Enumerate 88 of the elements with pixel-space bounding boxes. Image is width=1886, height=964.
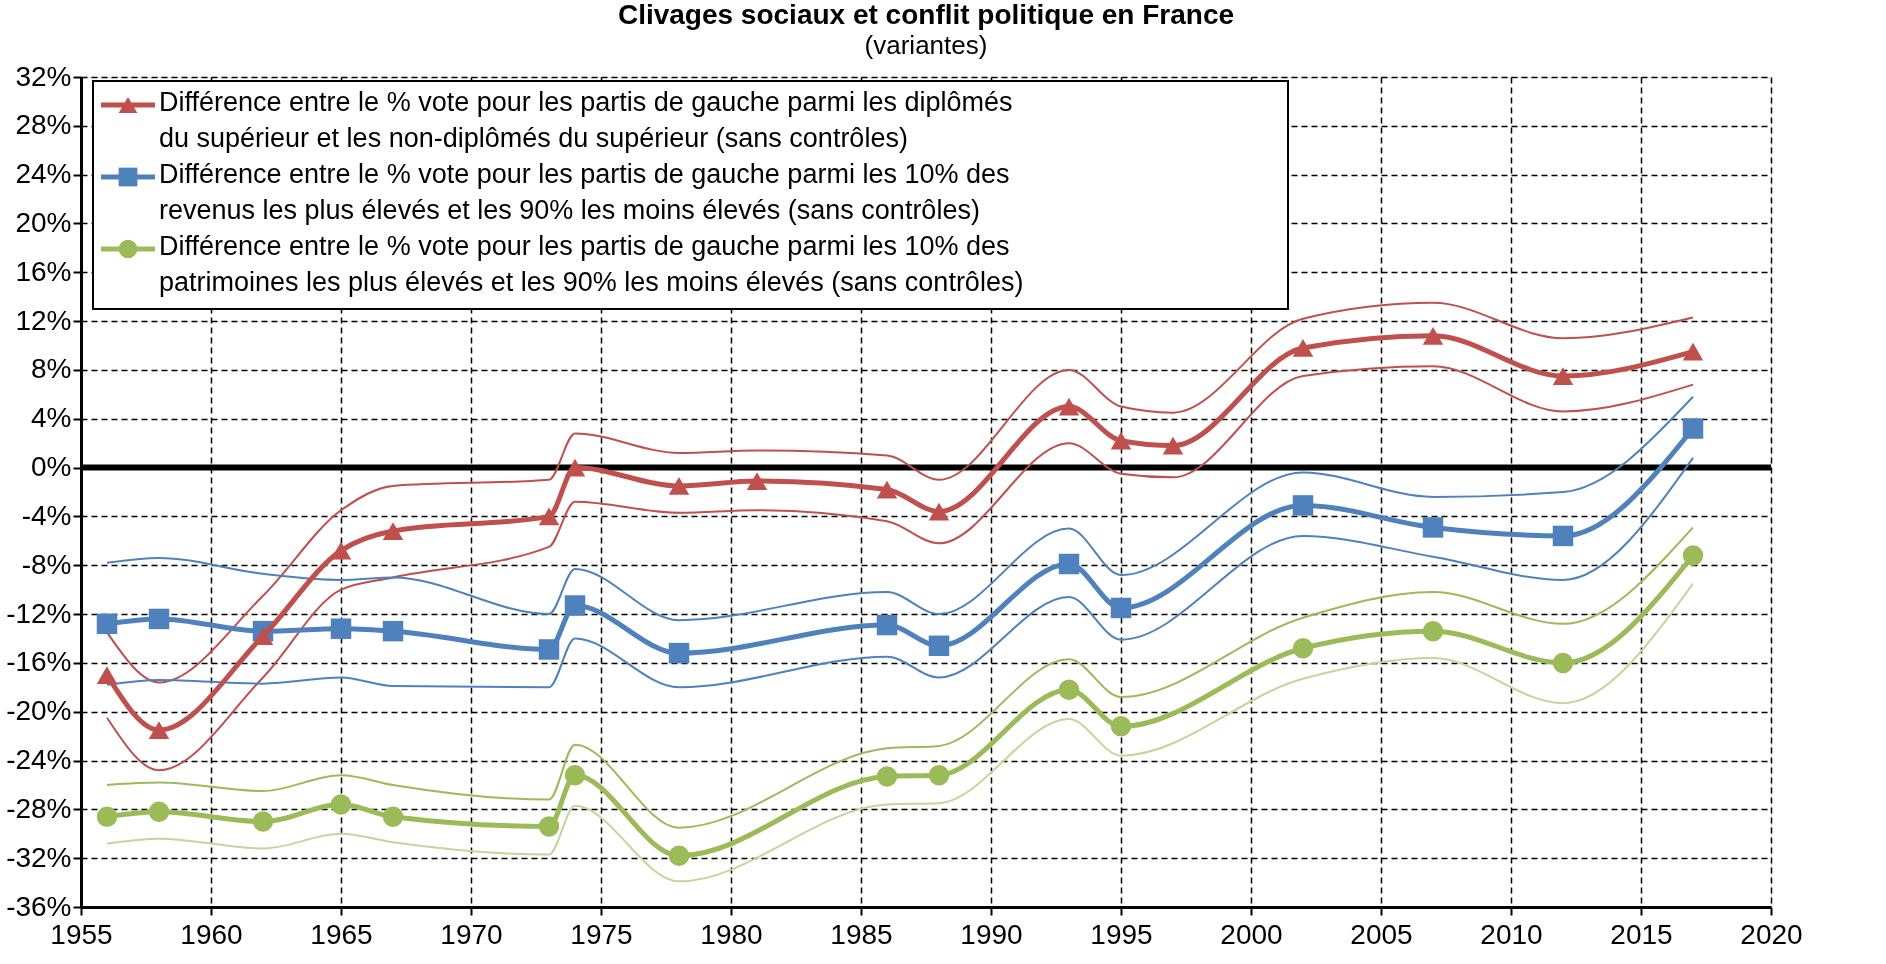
- y-tick-label: 24%: [15, 158, 72, 190]
- point: [538, 816, 560, 837]
- point: [1552, 525, 1574, 547]
- point: [96, 806, 118, 827]
- point: [330, 541, 352, 560]
- y-tick-label: 12%: [15, 304, 72, 336]
- y-tick-label: -32%: [6, 841, 72, 873]
- point: [252, 811, 274, 832]
- x-tick-label: 1970: [440, 918, 503, 950]
- point: [382, 806, 404, 827]
- point: [928, 502, 950, 521]
- point: [1292, 638, 1314, 659]
- point: [538, 639, 560, 660]
- x-tick-label: 1965: [310, 918, 373, 950]
- x-tick-label: 2020: [1740, 918, 1803, 950]
- y-tick-label: -12%: [6, 597, 72, 629]
- chart-title: Clivages sociaux et conflit politique en France: [617, 0, 1235, 30]
- point: [1292, 339, 1314, 357]
- point: [668, 477, 690, 495]
- x-tick-label: 2015: [1610, 918, 1673, 950]
- point: [564, 764, 586, 786]
- line-series: [106, 582, 1694, 883]
- x-tick-label: 2000: [1220, 918, 1283, 950]
- y-tick-label: -28%: [6, 792, 72, 824]
- y-tick-label: 32%: [15, 60, 72, 92]
- y-tick-label: -4%: [21, 499, 72, 531]
- x-tick-label: 1975: [570, 918, 633, 950]
- line-series: [106, 365, 1694, 772]
- y-tick-label: 0%: [31, 451, 72, 483]
- point: [1682, 545, 1704, 566]
- legend-label: Différence entre le % vote pour les partis de gauche parmi les diplômés du supérieur et les non-diplômés du supérieur (sans contrôles): [159, 87, 1013, 153]
- point: [382, 522, 404, 540]
- line-series: [106, 395, 1694, 622]
- point: [1110, 597, 1132, 619]
- point: [1058, 553, 1080, 575]
- x-tick-label: 1995: [1090, 918, 1153, 950]
- point: [330, 794, 352, 815]
- line-series: [106, 526, 1694, 829]
- point: [1058, 679, 1080, 700]
- y-tick-label: -24%: [6, 744, 72, 776]
- y-tick-label: 16%: [15, 255, 72, 287]
- point: [252, 627, 274, 645]
- point: [1422, 326, 1444, 345]
- point: [148, 721, 170, 739]
- point: [1422, 620, 1444, 642]
- point: [876, 480, 898, 499]
- x-tick-label: 2005: [1350, 918, 1413, 950]
- point: [1682, 418, 1704, 439]
- point: [148, 608, 170, 630]
- legend-label: Différence entre le % vote pour les partis de gauche parmi les 10% des revenus les plus élevés et les 90% les moins élevés (sans contrôles): [159, 159, 1010, 225]
- point: [564, 458, 586, 477]
- legend-label: Différence entre le % vote pour les partis de gauche parmi les 10% des patrimoines les plus élevés et les 90% les moins élevés (sans contrôles): [159, 231, 1024, 297]
- point: [1422, 517, 1444, 538]
- point: [96, 666, 118, 684]
- point: [330, 618, 352, 639]
- point: [1058, 397, 1080, 416]
- point: [148, 801, 170, 823]
- point: [928, 764, 950, 786]
- point: [928, 635, 950, 657]
- x-tick-label: 1980: [700, 918, 763, 950]
- y-tick-label: -20%: [6, 695, 72, 727]
- point: [876, 766, 898, 787]
- point: [668, 642, 690, 664]
- point: [876, 614, 898, 636]
- x-tick-label: 1985: [830, 918, 893, 950]
- point: [1162, 436, 1184, 455]
- y-tick-label: 28%: [15, 109, 72, 141]
- chart-subtitle: (variantes): [864, 30, 988, 60]
- point: [1110, 716, 1132, 737]
- y-tick-label: 20%: [15, 206, 72, 238]
- point: [1110, 431, 1132, 450]
- point: [564, 595, 586, 616]
- y-tick-label: -8%: [21, 548, 72, 580]
- x-tick-label: 1990: [960, 918, 1023, 950]
- point: [96, 613, 118, 635]
- point: [1292, 495, 1314, 516]
- point: [1552, 367, 1574, 385]
- y-tick-label: 4%: [31, 402, 72, 434]
- point: [1552, 652, 1574, 674]
- y-tick-label: 8%: [31, 353, 72, 385]
- point: [746, 472, 768, 490]
- point: [382, 620, 404, 642]
- x-tick-label: 1960: [180, 918, 243, 950]
- y-tick-label: -16%: [6, 646, 72, 678]
- point: [538, 507, 560, 526]
- point: [1682, 342, 1704, 361]
- x-tick-label: 2010: [1480, 918, 1543, 950]
- point: [668, 845, 690, 866]
